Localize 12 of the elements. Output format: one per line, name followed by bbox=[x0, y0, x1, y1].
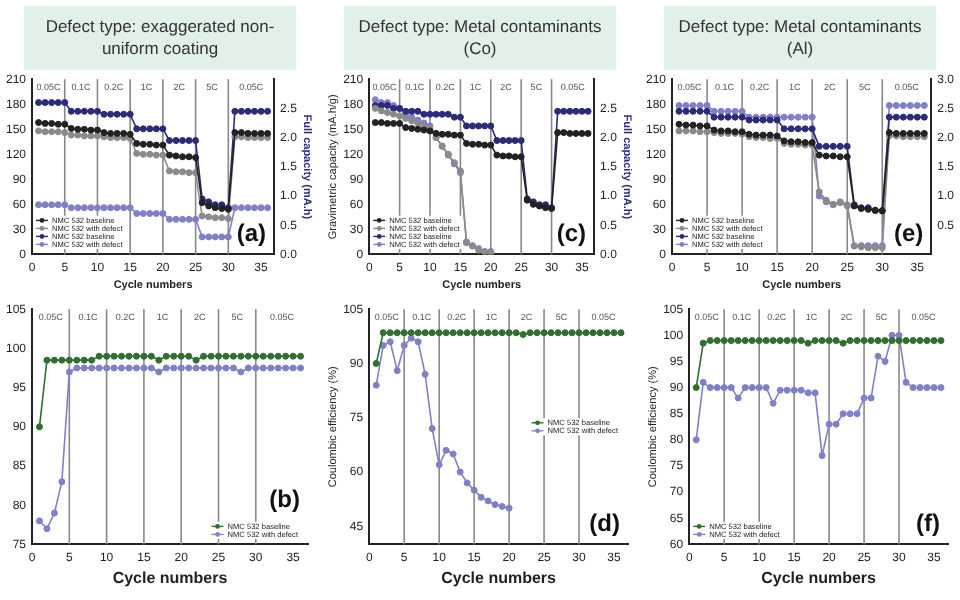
chart-title: Defect type: Metal contaminants (Co) bbox=[344, 6, 616, 70]
chart-title: Defect type: exaggerated non-uniform coating bbox=[24, 6, 296, 70]
x-axis-title: Cycle numbers bbox=[441, 568, 558, 587]
annotation: (a) bbox=[236, 219, 267, 248]
annotation: (b) bbox=[269, 485, 300, 514]
annotation: (c) bbox=[556, 219, 587, 248]
x-axis-title: Cycle numbers bbox=[112, 568, 229, 587]
annotation: (d) bbox=[589, 509, 620, 538]
annotation: (e) bbox=[893, 219, 924, 248]
x-axis-title: Cycle numbers bbox=[761, 568, 878, 587]
annotation: (f) bbox=[916, 509, 940, 538]
chart-title: Defect type: Metal contaminants (Al) bbox=[664, 6, 936, 70]
